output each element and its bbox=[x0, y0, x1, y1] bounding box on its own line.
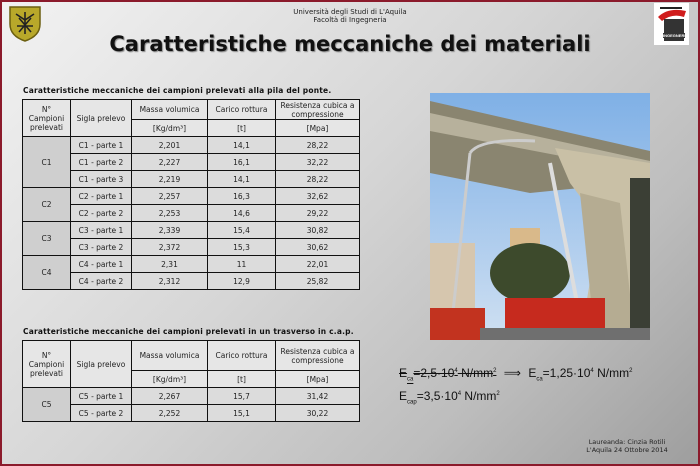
table-row: C1 - parte 3 2,219 14,1 28,22 bbox=[23, 170, 360, 188]
carico-cell: 14,1 bbox=[207, 170, 276, 188]
equation-eca-new: Eca=1,25·104 N/mm2 bbox=[528, 366, 633, 383]
carico-cell: 15,1 bbox=[207, 404, 276, 422]
table-row: C5 - parte 2 2,252 15,1 30,22 bbox=[23, 404, 360, 422]
massa-cell: 2,219 bbox=[131, 170, 208, 188]
table1: N° Campioni prelevati Sigla prelevo Mass… bbox=[22, 99, 360, 290]
equation-eca-old: Eca=2,5·104 N/mm2 bbox=[399, 366, 497, 383]
resistenza-cell: 29,22 bbox=[275, 204, 360, 222]
sample-group-cell: C1 bbox=[22, 136, 71, 188]
unit-massa: [Kg/dm³] bbox=[131, 119, 208, 137]
arrow-right-icon: ⟹ bbox=[503, 366, 521, 380]
university-crest-logo bbox=[9, 6, 41, 42]
sigla-cell: C4 - parte 1 bbox=[70, 255, 132, 273]
table2: N° Campioni prelevati Sigla prelevo Mass… bbox=[22, 340, 360, 422]
resistenza-cell: 32,62 bbox=[275, 187, 360, 205]
massa-cell: 2,227 bbox=[131, 153, 208, 171]
massa-cell: 2,267 bbox=[131, 387, 208, 405]
resistenza-cell: 32,22 bbox=[275, 153, 360, 171]
sigla-cell: C3 - parte 2 bbox=[70, 238, 132, 256]
equation-eca: Eca=2,5·104 N/mm2 ⟹ Eca=1,25·104 N/mm2 bbox=[399, 366, 632, 382]
unit-carico: [t] bbox=[207, 119, 276, 137]
header-campioni: N° Campioni prelevati bbox=[22, 99, 71, 137]
sigla-cell: C2 - parte 1 bbox=[70, 187, 132, 205]
carico-cell: 12,9 bbox=[207, 272, 276, 290]
unit-massa: [Kg/dm³] bbox=[131, 370, 208, 388]
sigla-cell: C1 - parte 2 bbox=[70, 153, 132, 171]
sample-group-cell: C4 bbox=[22, 255, 71, 290]
carico-cell: 15,3 bbox=[207, 238, 276, 256]
carico-cell: 15,7 bbox=[207, 387, 276, 405]
resistenza-cell: 31,42 bbox=[275, 387, 360, 405]
table-row: C4 - parte 2 2,312 12,9 25,82 bbox=[23, 272, 360, 290]
header-sigla: Sigla prelevo bbox=[70, 340, 132, 388]
header-massa: Massa volumica bbox=[131, 340, 208, 371]
sigla-cell: C4 - parte 2 bbox=[70, 272, 132, 290]
sigla-cell: C5 - parte 2 bbox=[70, 404, 132, 422]
header-campioni: N° Campioni prelevati bbox=[22, 340, 71, 388]
massa-cell: 2,253 bbox=[131, 204, 208, 222]
table-row: C4 C4 - parte 1 2,31 11 22,01 bbox=[22, 255, 360, 290]
sigla-cell: C1 - parte 3 bbox=[70, 170, 132, 188]
table-row: C2 C2 - parte 1 2,257 16,3 32,62 bbox=[22, 187, 360, 222]
university-header: Università degli Studi di L'Aquila Facol… bbox=[2, 8, 698, 24]
sample-group-cell: C3 bbox=[22, 221, 71, 256]
header-carico: Carico rottura bbox=[207, 340, 276, 371]
header-carico: Carico rottura bbox=[207, 99, 276, 120]
unit-carico: [t] bbox=[207, 370, 276, 388]
table2-caption: Caratteristiche meccaniche dei campioni … bbox=[23, 327, 354, 336]
table-row: C1 - parte 2 2,227 16,1 32,22 bbox=[23, 153, 360, 171]
massa-cell: 2,257 bbox=[131, 187, 208, 205]
massa-cell: 2,312 bbox=[131, 272, 208, 290]
resistenza-cell: 28,22 bbox=[275, 136, 360, 154]
table-row: C1 C1 - parte 1 2,201 14,1 28,22 bbox=[22, 136, 360, 188]
carico-cell: 14,1 bbox=[207, 136, 276, 154]
carico-cell: 14,6 bbox=[207, 204, 276, 222]
table-row: C2 - parte 2 2,253 14,6 29,22 bbox=[23, 204, 360, 222]
page-title: Caratteristiche meccaniche dei materiali bbox=[109, 32, 591, 56]
massa-cell: 2,31 bbox=[131, 255, 208, 273]
university-name: Università degli Studi di L'Aquila bbox=[293, 8, 407, 16]
massa-cell: 2,201 bbox=[131, 136, 208, 154]
equation-ecap: Ecap=3,5·104 N/mm2 bbox=[399, 389, 500, 406]
table-row: C3 C3 - parte 1 2,339 15,4 30,82 bbox=[22, 221, 360, 256]
bridge-photo bbox=[430, 93, 650, 340]
header-massa: Massa volumica bbox=[131, 99, 208, 120]
faculty-name: Facoltà di Ingegneria bbox=[313, 16, 387, 24]
unit-resistenza: [Mpa] bbox=[275, 370, 360, 388]
carico-cell: 15,4 bbox=[207, 221, 276, 239]
massa-cell: 2,252 bbox=[131, 404, 208, 422]
carico-cell: 11 bbox=[207, 255, 276, 273]
massa-cell: 2,372 bbox=[131, 238, 208, 256]
carico-cell: 16,1 bbox=[207, 153, 276, 171]
place-date: L'Aquila 24 Ottobre 2014 bbox=[586, 446, 668, 454]
footer: Laureanda: Cinzia Rotili L'Aquila 24 Ott… bbox=[572, 438, 682, 454]
massa-cell: 2,339 bbox=[131, 221, 208, 239]
sample-group-cell: C5 bbox=[22, 387, 71, 422]
resistenza-cell: 30,82 bbox=[275, 221, 360, 239]
faculty-logo: INGEGNERIA bbox=[654, 3, 689, 45]
table1-caption: Caratteristiche meccaniche dei campioni … bbox=[23, 86, 332, 95]
resistenza-cell: 30,22 bbox=[275, 404, 360, 422]
sigla-cell: C2 - parte 2 bbox=[70, 204, 132, 222]
sigla-cell: C1 - parte 1 bbox=[70, 136, 132, 154]
table-row: C5 C5 - parte 1 2,267 15,7 31,42 bbox=[22, 387, 360, 422]
unit-resistenza: [Mpa] bbox=[275, 119, 360, 137]
resistenza-cell: 22,01 bbox=[275, 255, 360, 273]
carico-cell: 16,3 bbox=[207, 187, 276, 205]
resistenza-cell: 25,82 bbox=[275, 272, 360, 290]
logo-text: INGEGNERIA bbox=[663, 33, 689, 38]
header-resistenza: Resistenza cubica a compressione bbox=[275, 99, 360, 120]
sigla-cell: C3 - parte 1 bbox=[70, 221, 132, 239]
resistenza-cell: 30,62 bbox=[275, 238, 360, 256]
header-sigla: Sigla prelevo bbox=[70, 99, 132, 137]
resistenza-cell: 28,22 bbox=[275, 170, 360, 188]
sigla-cell: C5 - parte 1 bbox=[70, 387, 132, 405]
table-row: C3 - parte 2 2,372 15,3 30,62 bbox=[23, 238, 360, 256]
author: Laureanda: Cinzia Rotili bbox=[588, 438, 666, 446]
sample-group-cell: C2 bbox=[22, 187, 71, 222]
header-resistenza: Resistenza cubica a compressione bbox=[275, 340, 360, 371]
